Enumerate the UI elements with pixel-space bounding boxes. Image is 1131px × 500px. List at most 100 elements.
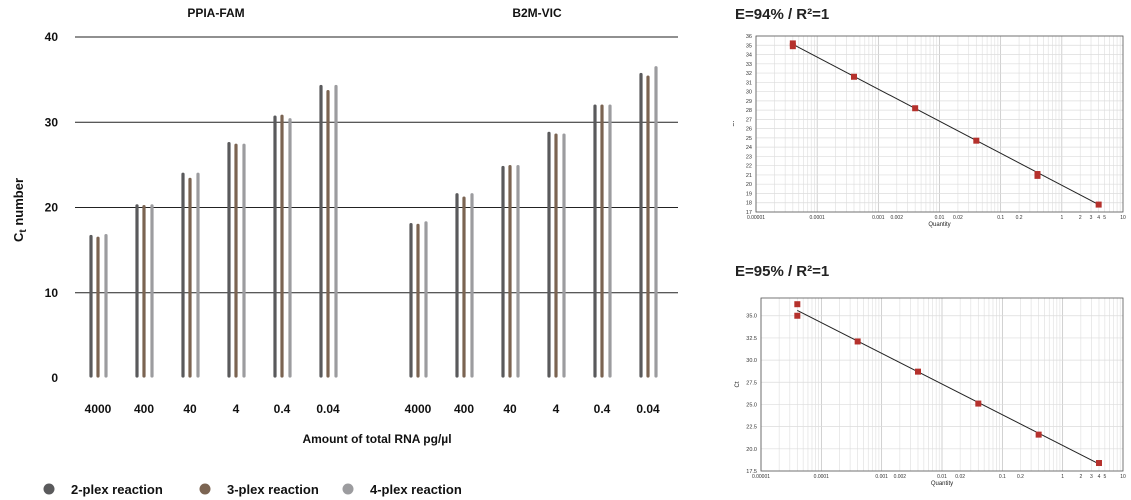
data-point (794, 301, 801, 308)
legend-label-3-plex: 3-plex reaction (227, 482, 319, 497)
x-tick-label: 40 (183, 402, 197, 416)
x-tick-label: 0.00001 (752, 474, 770, 480)
y-tick-label: 17 (746, 210, 752, 216)
legend: 2-plex reaction 3-plex reaction 4-plex rea… (43, 482, 462, 497)
legend-marker-2-plex (43, 483, 55, 495)
x-tick-label: 1 (1061, 474, 1064, 480)
y-tick-label: 26 (746, 127, 752, 133)
x-tick-label: 0.02 (955, 474, 965, 480)
x-tick-label: 4 (1097, 215, 1100, 221)
plot-frame (760, 297, 1124, 472)
y-tick-label: 29 (746, 99, 752, 105)
plot-grid (760, 298, 1123, 472)
data-point (789, 43, 796, 50)
y-axis-label: Ct number (11, 178, 29, 242)
group-title-ppia-fam: PPIA-FAM (187, 6, 244, 20)
y-tick-label: 20 (45, 201, 59, 215)
x-tick-label: 1 (1060, 215, 1063, 221)
x-tick-label: 0.4 (274, 402, 291, 416)
y-axis-label-subscript: t (18, 229, 29, 233)
main-gridlines (75, 36, 678, 294)
legend-marker-4-plex (342, 483, 354, 495)
x-tick-label: 400 (134, 402, 154, 416)
x-tick-label: 0.001 (872, 215, 885, 221)
y-tick-label: 32 (746, 71, 752, 77)
legend-label-4-plex: 4-plex reaction (370, 482, 462, 497)
legend-marker-3-plex (199, 483, 211, 495)
x-tick-label: 2 (1079, 215, 1082, 221)
y-tick-label: 27 (746, 117, 752, 123)
x-tick-label: 4 (1098, 474, 1101, 480)
y-tick-label: 22.5 (746, 425, 757, 431)
y-tick-label: 32.5 (746, 336, 757, 342)
y-axis-label: Ct (733, 121, 736, 127)
std-curve-title-1: E=94% / R²=1 (735, 6, 830, 23)
data-point (912, 105, 919, 112)
x-tick-label: 4000 (405, 402, 432, 416)
x-tick-label: 0.002 (890, 215, 903, 221)
x-tick-label: 4 (553, 402, 560, 416)
x-tick-label: 5 (1103, 215, 1106, 221)
x-tick-label: 0.04 (316, 402, 340, 416)
x-tick-label: 0.4 (594, 402, 611, 416)
std-curve-title-2: E=95% / R²=1 (735, 263, 830, 280)
data-point (1095, 460, 1102, 467)
y-tick-label: 20.0 (746, 447, 757, 453)
data-point (850, 73, 857, 80)
y-axis-label-rest: number (11, 178, 26, 229)
y-tick-label: 30 (45, 115, 59, 129)
main-bars (89, 66, 658, 378)
y-tick-label: 21 (746, 173, 752, 179)
x-tick-label: 0.01 (937, 474, 947, 480)
y-tick-label: 30.0 (746, 358, 757, 364)
y-tick-label: 20 (746, 182, 752, 188)
data-point (1034, 172, 1041, 179)
x-axis-label: Amount of total RNA pg/µl (302, 432, 451, 446)
plot-grid (755, 35, 1123, 213)
data-point (973, 137, 980, 144)
x-tick-label: 0.2 (1016, 215, 1023, 221)
x-tick-label: 0.0001 (810, 215, 826, 221)
y-tick-label: 10 (45, 286, 59, 300)
y-tick-label: 25 (746, 136, 752, 142)
y-tick-label: 24 (746, 145, 752, 151)
main-y-ticks: 0 10 20 30 40 (45, 30, 59, 385)
y-tick-label: 23 (746, 154, 752, 160)
x-tick-label: 0.0001 (814, 474, 830, 480)
y-tick-label: 19 (746, 191, 752, 197)
x-tick-label: 4000 (85, 402, 112, 416)
x-axis-label: Quantity (928, 222, 950, 228)
y-tick-label: 25.0 (746, 402, 757, 408)
x-tick-label: 0.1 (999, 474, 1006, 480)
x-axis-label: Quantity (931, 481, 953, 487)
y-tick-label: 33 (746, 62, 752, 68)
x-tick-label: 0.002 (894, 474, 907, 480)
y-tick-label: 40 (45, 30, 59, 44)
x-tick-label: 400 (454, 402, 474, 416)
x-tick-label: 40 (503, 402, 517, 416)
data-point (975, 400, 982, 407)
x-tick-label: 10 (1120, 215, 1126, 221)
x-tick-label: 0.02 (953, 215, 963, 221)
x-tick-label: 5 (1103, 474, 1106, 480)
plot-frame (755, 35, 1124, 213)
fit-line (792, 43, 1099, 206)
data-point (914, 368, 921, 375)
x-tick-label: 0.00001 (747, 215, 765, 221)
legend-label-2-plex: 2-plex reaction (71, 482, 163, 497)
std-curve-chart-1: 1718192021222324252627282930313233343536… (733, 34, 1126, 228)
std-curve-chart-2: 17.5 20.0 22.5 25.0 27.5 30.0 32.5 35.0 0.00001 0… (735, 297, 1126, 487)
x-tick-label: 4 (233, 402, 240, 416)
data-point (794, 312, 801, 319)
data-point (854, 338, 861, 345)
x-tick-label: 0.1 (997, 215, 1004, 221)
y-tick-label: 30 (746, 90, 752, 96)
main-x-ticks: 4000 400 40 4 0.4 0.04 4000 400 40 4 0.4 0.04 (85, 402, 660, 416)
x-tick-label: 0.2 (1017, 474, 1024, 480)
y-tick-label: 27.5 (746, 380, 757, 386)
y-tick-label: 28 (746, 108, 752, 114)
y-tick-label: 0 (51, 371, 58, 385)
y-tick-label: 34 (746, 53, 752, 59)
data-point (1035, 431, 1042, 438)
y-axis-label-main: C (11, 232, 26, 242)
